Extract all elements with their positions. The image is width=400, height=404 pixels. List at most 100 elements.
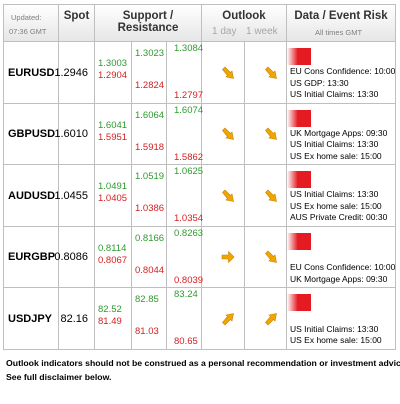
level-col-2: 0.8166 0.8044 bbox=[132, 226, 167, 287]
pair-name: AUDUSD bbox=[8, 189, 56, 202]
outlook-arrow-icon bbox=[264, 189, 278, 203]
level-col-1: 1.3003 1.2904 bbox=[95, 42, 132, 103]
outlook-arrow-icon bbox=[221, 250, 235, 264]
event-item: US Ex home sale: 15:00 bbox=[290, 200, 382, 211]
resistance-level: 0.8039 bbox=[174, 274, 204, 286]
header-support-resistance: Support / Resistance bbox=[95, 5, 202, 42]
risk-bar bbox=[287, 171, 311, 188]
event-risk-cell: US Initial Claims: 13:30 US Ex home sale:… bbox=[287, 165, 395, 226]
level-col-1: 0.8114 0.8067 bbox=[95, 226, 132, 287]
outlook-1week-cell bbox=[245, 226, 287, 287]
support-level: 82.52 bbox=[98, 304, 122, 315]
support-level: 1.6041 bbox=[98, 119, 128, 131]
header-outlook: Outlook 1 day 1 week bbox=[202, 5, 287, 42]
resistance-level: 81.49 bbox=[98, 316, 122, 327]
outlook-1week-cell bbox=[245, 42, 287, 103]
event-item: US Ex home sale: 15:00 bbox=[290, 335, 382, 345]
pair-cell: EURGBP bbox=[4, 226, 59, 287]
level-col-3: 1.3084 1.2797 bbox=[167, 42, 204, 103]
outlook-1week-cell bbox=[245, 103, 287, 164]
outlook-arrow-icon bbox=[221, 312, 235, 326]
spot-value: 1.6010 bbox=[54, 128, 88, 141]
event-item: US GDP: 13:30 bbox=[290, 77, 349, 88]
outlook-arrow-icon bbox=[221, 127, 235, 141]
pair-name: EURUSD bbox=[8, 66, 55, 79]
level-col-1: 1.6041 1.5951 bbox=[95, 103, 132, 164]
resistance-level: 80.65 bbox=[174, 336, 198, 347]
support-level: 1.3023 bbox=[135, 48, 165, 59]
pair-name: GBPUSD bbox=[8, 128, 56, 141]
risk-bar bbox=[287, 232, 311, 250]
support-level: 0.8166 bbox=[135, 232, 165, 244]
resistance-level: 1.0354 bbox=[174, 213, 204, 224]
level-col-2: 82.85 81.03 bbox=[132, 288, 167, 350]
resistance-level: 1.2797 bbox=[174, 90, 204, 101]
spot-cell: 1.0455 bbox=[54, 165, 95, 226]
event-item: UK Mortgage Apps: 09:30 bbox=[290, 127, 388, 138]
resistance-level: 1.0405 bbox=[98, 193, 128, 204]
support-level: 1.0519 bbox=[135, 171, 165, 182]
event-item: UK Mortgage Apps: 09:30 bbox=[290, 273, 388, 284]
level-col-3: 83.24 80.65 bbox=[167, 288, 202, 350]
support-level: 83.24 bbox=[174, 289, 198, 300]
pair-cell: AUDUSD bbox=[4, 165, 59, 226]
pair-cell: GBPUSD bbox=[4, 103, 59, 164]
support-level: 0.8263 bbox=[174, 227, 204, 239]
level-col-3: 0.8263 0.8039 bbox=[167, 226, 204, 287]
spot-value: 82.16 bbox=[60, 312, 88, 325]
event-item: EU Cons Confidence: 10:00 bbox=[290, 66, 396, 76]
event-risk-cell: UK Mortgage Apps: 09:30 US Initial Claims… bbox=[287, 104, 395, 165]
event-risk-cell: EU Cons Confidence: 10:00 US GDP: 13:30 US… bbox=[287, 42, 395, 103]
outlook-arrow-icon bbox=[221, 66, 235, 80]
support-level: 1.3084 bbox=[174, 43, 204, 54]
event-item: US Ex home sale: 15:00 bbox=[290, 150, 382, 161]
table-row: EURUSD 1.2946 1.3003 1.2904 1.3023 1.2824 1.30… bbox=[4, 42, 395, 104]
table-header: Updated: 07:36 GMT Spot Support / Resist… bbox=[4, 5, 395, 42]
event-risk-cell: EU Cons Confidence: 10:00 UK Mortgage App… bbox=[287, 227, 395, 288]
outlook-1day-cell bbox=[202, 165, 245, 226]
header-updated: Updated: 07:36 GMT bbox=[4, 5, 59, 42]
outlook-1week-label: 1 week bbox=[246, 26, 278, 37]
spot-value: 0.8086 bbox=[54, 251, 88, 264]
table-row: EURGBP 0.8086 0.8114 0.8067 0.8166 0.8044 0.82… bbox=[4, 226, 395, 288]
table-row: AUDUSD 1.0455 1.0491 1.0405 1.0519 1.0386 1.06… bbox=[4, 165, 395, 227]
support-level: 1.3003 bbox=[98, 58, 128, 69]
level-col-2: 1.0519 1.0386 bbox=[132, 165, 167, 226]
risk-bar bbox=[287, 109, 311, 127]
outlook-1day-cell bbox=[202, 226, 245, 287]
market-table: Updated: 07:36 GMT Spot Support / Resist… bbox=[3, 4, 396, 350]
footer-disclaimer: Outlook indicators should not be constru… bbox=[6, 358, 400, 368]
event-item: US Initial Claims: 13:30 bbox=[290, 139, 379, 149]
level-col-3: 1.0625 1.0354 bbox=[167, 165, 204, 226]
outlook-1day-label: 1 day bbox=[212, 26, 237, 37]
level-col-1: 82.52 81.49 bbox=[95, 288, 132, 350]
level-col-3: 1.6074 1.5862 bbox=[167, 103, 204, 164]
spot-cell: 1.6010 bbox=[54, 103, 95, 164]
outlook-1day-cell bbox=[202, 288, 245, 350]
outlook-arrow-icon bbox=[264, 66, 278, 80]
event-item: AUS Private Credit: 00:30 bbox=[290, 212, 388, 222]
support-level: 82.85 bbox=[135, 294, 159, 305]
support-level: 0.8114 bbox=[98, 242, 127, 254]
spot-value: 1.2946 bbox=[54, 66, 88, 79]
level-col-2: 1.6064 1.5918 bbox=[132, 103, 167, 164]
spot-header: Spot bbox=[63, 10, 90, 22]
updated-time: 07:36 GMT bbox=[9, 27, 47, 36]
outlook-1week-cell bbox=[245, 165, 287, 226]
header-data-event-risk: Data / Event Risk All times GMT bbox=[287, 5, 395, 42]
level-col-1: 1.0491 1.0405 bbox=[95, 165, 132, 226]
event-item: US Initial Claims: 13:30 bbox=[290, 323, 379, 334]
pair-name: EURGBP bbox=[8, 251, 56, 264]
header-spot: Spot bbox=[59, 5, 95, 42]
table-row: GBPUSD 1.6010 1.6041 1.5951 1.6064 1.5918 1.60… bbox=[4, 103, 395, 165]
event-item: EU Cons Confidence: 10:00 bbox=[290, 262, 396, 272]
risk-bar bbox=[287, 48, 311, 65]
event-risk-cell: US Initial Claims: 13:30 US Ex home sale:… bbox=[287, 288, 395, 350]
outlook-1day-cell bbox=[202, 103, 245, 164]
support-resistance-header: Support / Resistance bbox=[117, 10, 179, 34]
outlook-arrow-icon bbox=[264, 127, 278, 141]
outlook-arrow-icon bbox=[221, 189, 235, 203]
support-level: 1.0625 bbox=[174, 166, 204, 177]
pair-name: USDJPY bbox=[8, 312, 53, 325]
resistance-level: 1.5862 bbox=[174, 151, 204, 163]
